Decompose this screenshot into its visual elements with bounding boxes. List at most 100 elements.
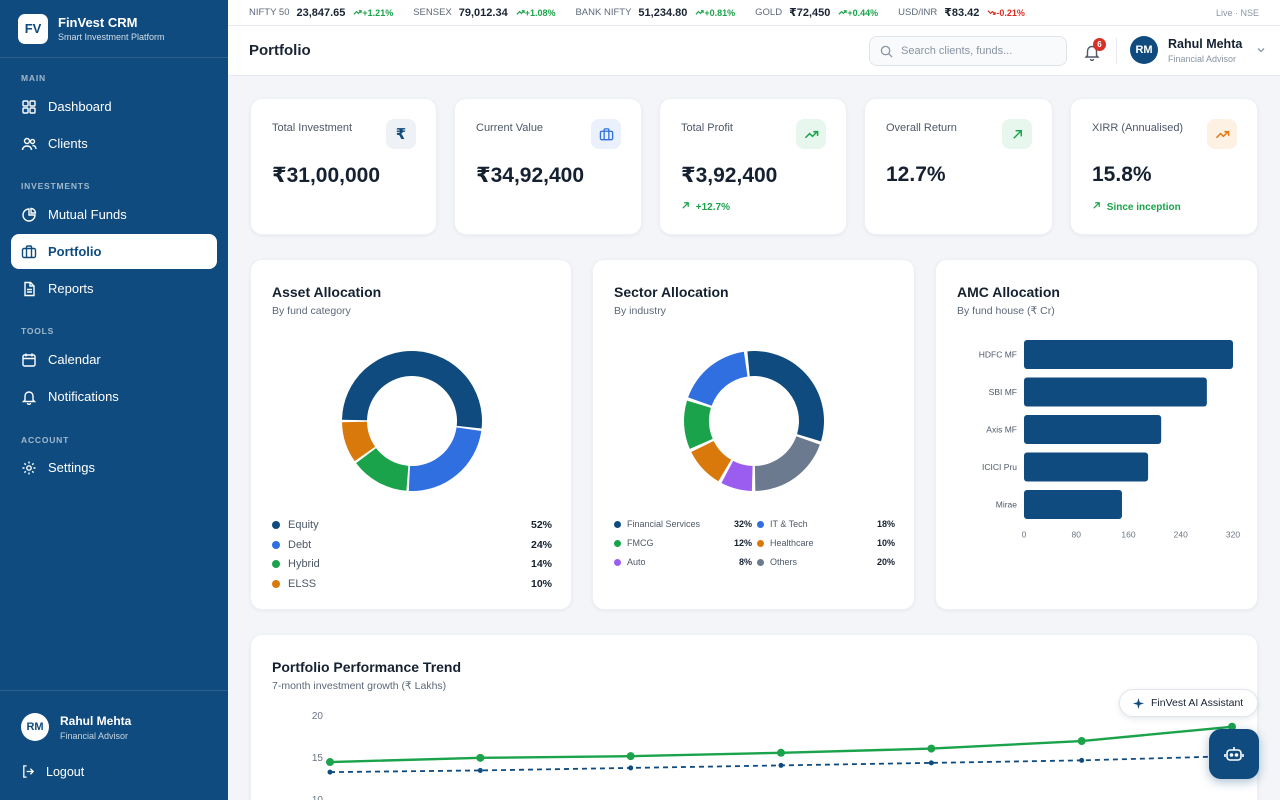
legend-item: IT & Tech 18% <box>757 517 895 531</box>
bar[interactable] <box>1024 377 1207 407</box>
stat-card-xirr: XIRR (Annualised) 15.8% Since inception <box>1070 98 1258 235</box>
data-point[interactable] <box>1077 737 1086 746</box>
sidebar-item-label: Portfolio <box>48 244 102 259</box>
bar-label: Mirae <box>996 500 1018 510</box>
y-tick-label: 20 <box>312 711 324 722</box>
user-menu[interactable]: RM Rahul Mehta Financial Advisor <box>1130 36 1266 64</box>
stat-value: 15.8% <box>1092 163 1152 186</box>
data-point[interactable] <box>778 762 784 768</box>
legend-item: ELSS 10% <box>272 576 552 592</box>
stat-value: ₹3,92,400 <box>681 164 778 187</box>
header-user-role: Financial Advisor <box>1168 53 1237 64</box>
ticker-change: +0.81% <box>704 7 736 18</box>
ticker-live-label: Live · NSE <box>1215 7 1259 18</box>
trending-up-icon <box>1207 119 1237 149</box>
bar[interactable] <box>1024 490 1122 519</box>
legend-dot <box>614 520 621 528</box>
ai-assistant-button[interactable] <box>1209 729 1259 779</box>
ticker-name: GOLD <box>755 7 783 18</box>
sidebar-item-label: Dashboard <box>48 99 112 114</box>
trending-up-icon <box>838 10 848 15</box>
bar[interactable] <box>1024 452 1149 482</box>
ticker-item: BANK NIFTY 51,234.80 +0.81% <box>575 7 735 19</box>
legend-dot <box>614 539 621 547</box>
nav-section-account: ACCOUNT <box>21 435 70 445</box>
ticker-value: 23,847.65 <box>296 6 346 19</box>
nav-section-main: MAIN <box>21 73 46 83</box>
legend-item: Others 20% <box>757 555 895 569</box>
legend-label: Equity <box>288 519 319 531</box>
data-point[interactable] <box>628 765 634 771</box>
ai-assistant-pill[interactable]: FinVest AI Assistant <box>1119 689 1258 717</box>
donut-slice-healthcare[interactable] <box>691 440 732 482</box>
legend-value: 20% <box>876 557 895 567</box>
panel-subtitle: By fund category <box>272 305 351 317</box>
document-icon <box>24 281 35 296</box>
stat-change: +12.7% <box>681 201 730 213</box>
brand-name: FinVest CRM <box>58 15 138 30</box>
sidebar-item-notifications[interactable]: Notifications <box>11 379 217 414</box>
stat-card-overall-return: Overall Return 12.7% <box>864 98 1053 235</box>
donut-slice-it-tech[interactable] <box>688 351 748 406</box>
data-point[interactable] <box>327 769 333 775</box>
sidebar-item-portfolio[interactable]: Portfolio <box>11 234 217 269</box>
sidebar-item-settings[interactable]: Settings <box>11 450 217 485</box>
gear-icon <box>22 461 36 474</box>
legend-item: Auto 8% <box>614 555 752 569</box>
sidebar-item-mutual-funds[interactable]: Mutual Funds <box>11 197 217 232</box>
legend-label: Debt <box>288 538 312 551</box>
search-icon <box>880 45 893 58</box>
donut-slice-equity[interactable] <box>342 351 482 429</box>
data-point[interactable] <box>476 753 485 762</box>
data-point[interactable] <box>626 752 635 761</box>
legend-item: Equity 52% <box>272 517 552 533</box>
stat-label: Total Profit <box>681 122 733 134</box>
top-header: Portfolio 6 RM Rahul Mehta Financial Adv… <box>228 26 1280 76</box>
nav-section-investments: INVESTMENTS <box>21 181 91 191</box>
donut-slice-fmcg[interactable] <box>684 400 713 449</box>
sidebar-item-label: Settings <box>48 460 95 475</box>
legend-item: FMCG 12% <box>614 536 752 550</box>
sidebar-item-reports[interactable]: Reports <box>11 271 217 306</box>
ticker-value: ₹83.42 <box>944 7 980 19</box>
search-input[interactable] <box>901 45 1061 57</box>
data-point[interactable] <box>928 760 934 766</box>
notifications-button[interactable]: 6 <box>1084 38 1106 62</box>
sidebar-item-calendar[interactable]: Calendar <box>11 342 217 377</box>
bar[interactable] <box>1024 415 1162 444</box>
brand[interactable]: FV FinVest CRM Smart Investment Platform <box>0 0 228 58</box>
legend-dot <box>757 558 764 566</box>
logout-button[interactable]: Logout <box>21 764 84 779</box>
data-point[interactable] <box>777 748 785 757</box>
sidebar-item-dashboard[interactable]: Dashboard <box>11 89 217 124</box>
data-point[interactable] <box>1228 722 1236 731</box>
data-point[interactable] <box>477 767 483 773</box>
stat-value: ₹34,92,400 <box>476 164 585 187</box>
arrow-up-right-icon <box>1002 119 1032 149</box>
data-point[interactable] <box>927 744 936 753</box>
sidebar-item-clients[interactable]: Clients <box>11 126 217 161</box>
donut-slice-others[interactable] <box>754 436 820 491</box>
asset-allocation-card: Asset Allocation By fund category Equity… <box>250 259 572 610</box>
legend-dot <box>757 539 764 547</box>
stat-label: XIRR (Annualised) <box>1092 122 1184 134</box>
trending-up-icon <box>796 119 826 149</box>
legend-item: Healthcare 10% <box>757 536 895 550</box>
data-point[interactable] <box>326 758 334 767</box>
rupee-icon: ₹ <box>386 119 416 149</box>
donut-slice-hybrid[interactable] <box>356 448 409 491</box>
sidebar-user-profile[interactable]: RM Rahul Mehta Financial Advisor <box>21 713 131 741</box>
arrow-up-right-icon <box>682 202 689 209</box>
bar-label: HDFC MF <box>979 350 1017 360</box>
legend-dot <box>614 558 621 566</box>
donut-slice-elss[interactable] <box>342 421 376 462</box>
panel-title: Portfolio Performance Trend <box>272 659 462 675</box>
bar[interactable] <box>1024 340 1233 369</box>
y-tick-label: 10 <box>312 795 324 800</box>
trending-up-icon <box>516 10 525 15</box>
data-point[interactable] <box>1079 757 1085 763</box>
donut-slice-auto[interactable] <box>721 460 753 491</box>
donut-slice-debt[interactable] <box>408 427 482 491</box>
sidebar-user: RM Rahul Mehta Financial Advisor Logout <box>0 690 228 800</box>
donut-slice-financial-services[interactable] <box>747 351 824 442</box>
